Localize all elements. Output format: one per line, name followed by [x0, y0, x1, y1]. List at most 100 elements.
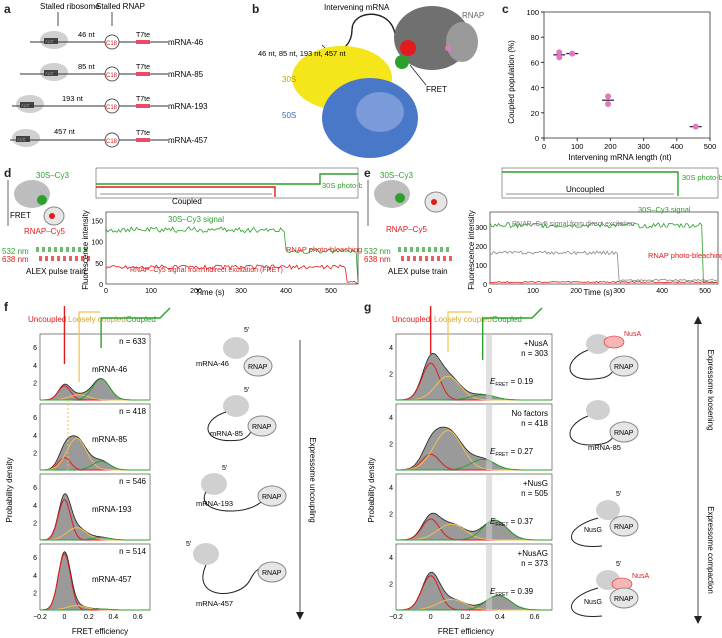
gaussian-component: [40, 378, 150, 401]
pulse-638: [401, 256, 404, 261]
x-tick-label: 0: [429, 614, 433, 621]
fret-pointer: [409, 64, 427, 86]
ribosome-shape: [193, 543, 219, 565]
uncoupling-arrowhead: [296, 612, 304, 620]
aug-box: [20, 102, 34, 108]
x-tick-label: −0.2: [33, 614, 47, 621]
t7te-label: T7te: [136, 64, 150, 71]
x-tick-label: 200: [604, 142, 617, 151]
header-coupled: Coupled: [492, 315, 522, 324]
coupled-marker: [481, 307, 543, 360]
y-tick-label: 2: [389, 582, 393, 589]
data-point: [569, 50, 576, 57]
x-tick-label: 300: [637, 142, 650, 151]
nusa-shape: [603, 335, 625, 349]
cy3-label: 30S–Cy3: [36, 171, 69, 180]
condition-name: No factors: [512, 409, 548, 418]
construct-label-46: mRNA-46: [168, 38, 204, 47]
ribosome-shape: [223, 337, 249, 359]
rnap-shape: [609, 421, 639, 443]
n-count: n = 514: [119, 547, 146, 556]
cy3-label: 30S–Cy3: [380, 171, 413, 180]
pulse-532: [72, 247, 75, 252]
ribosome-shape: [201, 473, 227, 495]
panel-letter-b: b: [252, 2, 260, 16]
pulse-638: [39, 256, 42, 261]
rnap-label: RNAP: [614, 596, 634, 603]
rnap-cy5-dot: [400, 40, 416, 56]
coupled-label: Coupled: [172, 197, 202, 206]
state-box: [501, 167, 719, 199]
cartoon-85: RNAP 5′ mRNA-85: [207, 387, 277, 442]
pulse-638: [75, 256, 78, 261]
y-tick-label: 2: [389, 442, 393, 449]
panel-b: Intervening mRNA 46 nt, 85 nt, 193 nt, 4…: [258, 3, 484, 158]
mrna-label: mRNA-85: [588, 443, 621, 452]
construct-457: AUG 457 nt C18 T7te mRNA-457: [10, 127, 208, 148]
chart-axes: 0 100 200 300 400 500 0 20 40 60 80 100: [526, 8, 716, 151]
pulse-638: [45, 256, 48, 261]
mrna-label: mRNA-46: [196, 359, 229, 368]
uncoupled-label: Uncoupled: [566, 185, 604, 194]
construct-label-193: mRNA-193: [168, 102, 208, 111]
coupled-marker: [100, 307, 171, 348]
mrna-label: mRNA-457: [196, 599, 233, 608]
construct-name: mRNA-457: [92, 575, 132, 584]
rnap-label: RNAP: [614, 364, 634, 371]
t7te-box: [136, 72, 150, 76]
panel-letter-g: g: [364, 300, 372, 314]
five-prime: 5′: [616, 491, 622, 498]
panel-g: Uncoupled Loosely coupled Coupled 2 4 +Nus…: [367, 306, 715, 636]
y-axis-label: Coupled population (%): [507, 40, 516, 124]
n-count: n = 373: [521, 559, 548, 568]
cy3-trace: [489, 222, 718, 283]
panel-e: 30S–Cy3 RNAP–Cy5 532 nm 638 nm ALEX puls…: [364, 167, 722, 297]
bleach-30s-label: 30S photo-bleaching: [322, 181, 362, 190]
pulse-532: [416, 247, 419, 252]
x-axis-label: Intervening mRNA length (nt): [568, 153, 671, 162]
chart-points: [553, 49, 702, 130]
y-tick-label: 2: [389, 512, 393, 519]
c18-label: C18: [106, 139, 118, 145]
ribosome-shape: [596, 500, 620, 520]
gaussian-component: [40, 536, 150, 541]
reference-band: [486, 404, 493, 470]
alex-pulse-train: [398, 247, 452, 261]
e-fret-value: EFRET = 0.19: [490, 377, 534, 388]
x-tick-label: 500: [704, 142, 717, 151]
nusa-label: NusA: [632, 573, 649, 580]
y-tick-label: 300: [475, 225, 487, 232]
rnap-label: RNAP: [252, 424, 272, 431]
laser-532-label: 532 nm: [364, 247, 391, 256]
cartoon-nusg: RNAP NusG 5′: [571, 491, 639, 547]
state-box: [95, 167, 359, 199]
construct-name: mRNA-193: [92, 505, 132, 514]
loose-marker: [78, 311, 100, 382]
state-cy3-line: [502, 171, 679, 196]
label-lengths: 46 nt, 85 nt, 193 nt, 457 nt: [258, 49, 346, 58]
x-tick-label: 500: [699, 288, 711, 295]
y-tick-label: 40: [531, 84, 539, 93]
t7te-box: [136, 40, 150, 44]
pulse-532: [440, 247, 443, 252]
pulse-532: [48, 247, 51, 252]
alex-label: ALEX pulse train: [26, 267, 86, 276]
fluorescence-trace-e: 0 100 200 300 400 500 0 100 200 300: [475, 211, 719, 295]
cy3-signal-label: 30S–Cy3 signal: [168, 215, 224, 224]
label-intervening: Intervening mRNA: [324, 3, 390, 12]
y-tick-label: 20: [531, 109, 539, 118]
state-cy3-line: [96, 173, 358, 185]
header-coupled: Coupled: [126, 315, 156, 324]
spacer-46: 46 nt: [78, 30, 96, 39]
header-stalled-ribosome: Stalled ribosome: [40, 2, 100, 11]
construct-193: AUG 193 nt C18 T7te mRNA-193: [12, 94, 208, 114]
rnap-lobe: [446, 22, 478, 62]
y-tick-label: 6: [33, 555, 37, 562]
laser-532-label: 532 nm: [2, 247, 29, 256]
header-loosely-coupled: Loosely coupled: [68, 315, 126, 324]
mrna-loop: [571, 587, 603, 617]
construct-name: mRNA-46: [92, 365, 128, 374]
cy3-trace: [105, 226, 359, 285]
laser-638-label: 638 nm: [2, 255, 29, 264]
gaussian-component: [396, 458, 552, 471]
